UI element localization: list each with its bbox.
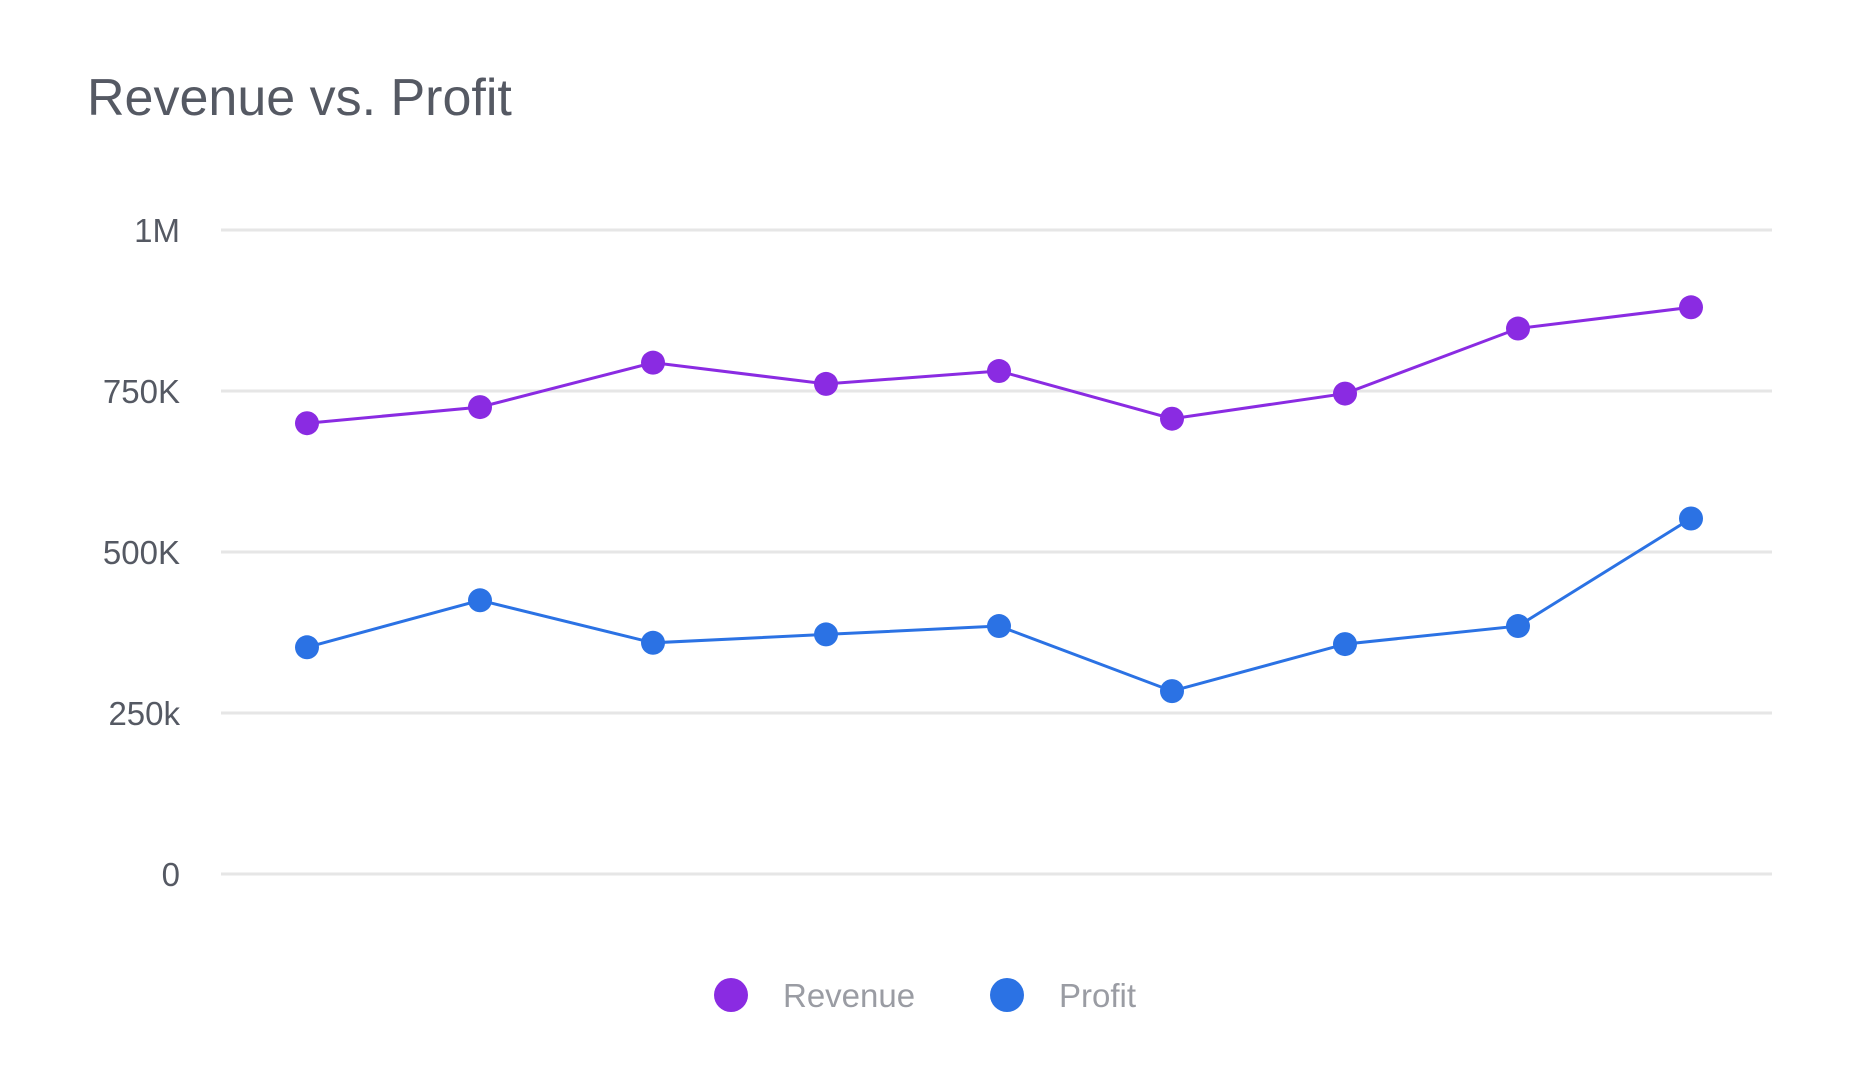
y-tick-label: 1M <box>134 212 180 249</box>
series-line-profit <box>306 517 1692 693</box>
y-tick-label: 500K <box>103 534 180 571</box>
data-point-revenue <box>814 371 838 396</box>
legend-marker-profit <box>990 978 1024 1012</box>
y-tick-label: 250k <box>108 695 180 732</box>
data-point-profit <box>641 630 665 655</box>
legend-label-profit[interactable]: Profit <box>1059 977 1136 1014</box>
data-point-revenue <box>641 350 665 375</box>
legend-label-revenue[interactable]: Revenue <box>783 977 915 1014</box>
data-point-profit <box>295 635 319 660</box>
data-point-revenue <box>987 359 1011 384</box>
data-point-profit <box>468 588 492 613</box>
data-point-profit <box>1333 632 1357 657</box>
y-tick-label: 750K <box>103 373 180 410</box>
y-tick-label: 0 <box>162 856 180 893</box>
legend-marker-revenue <box>714 978 748 1012</box>
data-point-profit <box>1506 614 1530 639</box>
data-point-revenue <box>1679 295 1703 320</box>
data-point-revenue <box>295 411 319 436</box>
chart-title: Revenue vs. Profit <box>87 69 512 127</box>
data-point-profit <box>987 614 1011 639</box>
data-point-profit <box>1160 679 1184 704</box>
data-point-revenue <box>1160 406 1184 431</box>
data-point-revenue <box>468 395 492 420</box>
data-point-profit <box>1679 506 1703 531</box>
data-point-revenue <box>1506 316 1530 341</box>
data-point-profit <box>814 622 838 647</box>
data-point-revenue <box>1333 381 1357 406</box>
